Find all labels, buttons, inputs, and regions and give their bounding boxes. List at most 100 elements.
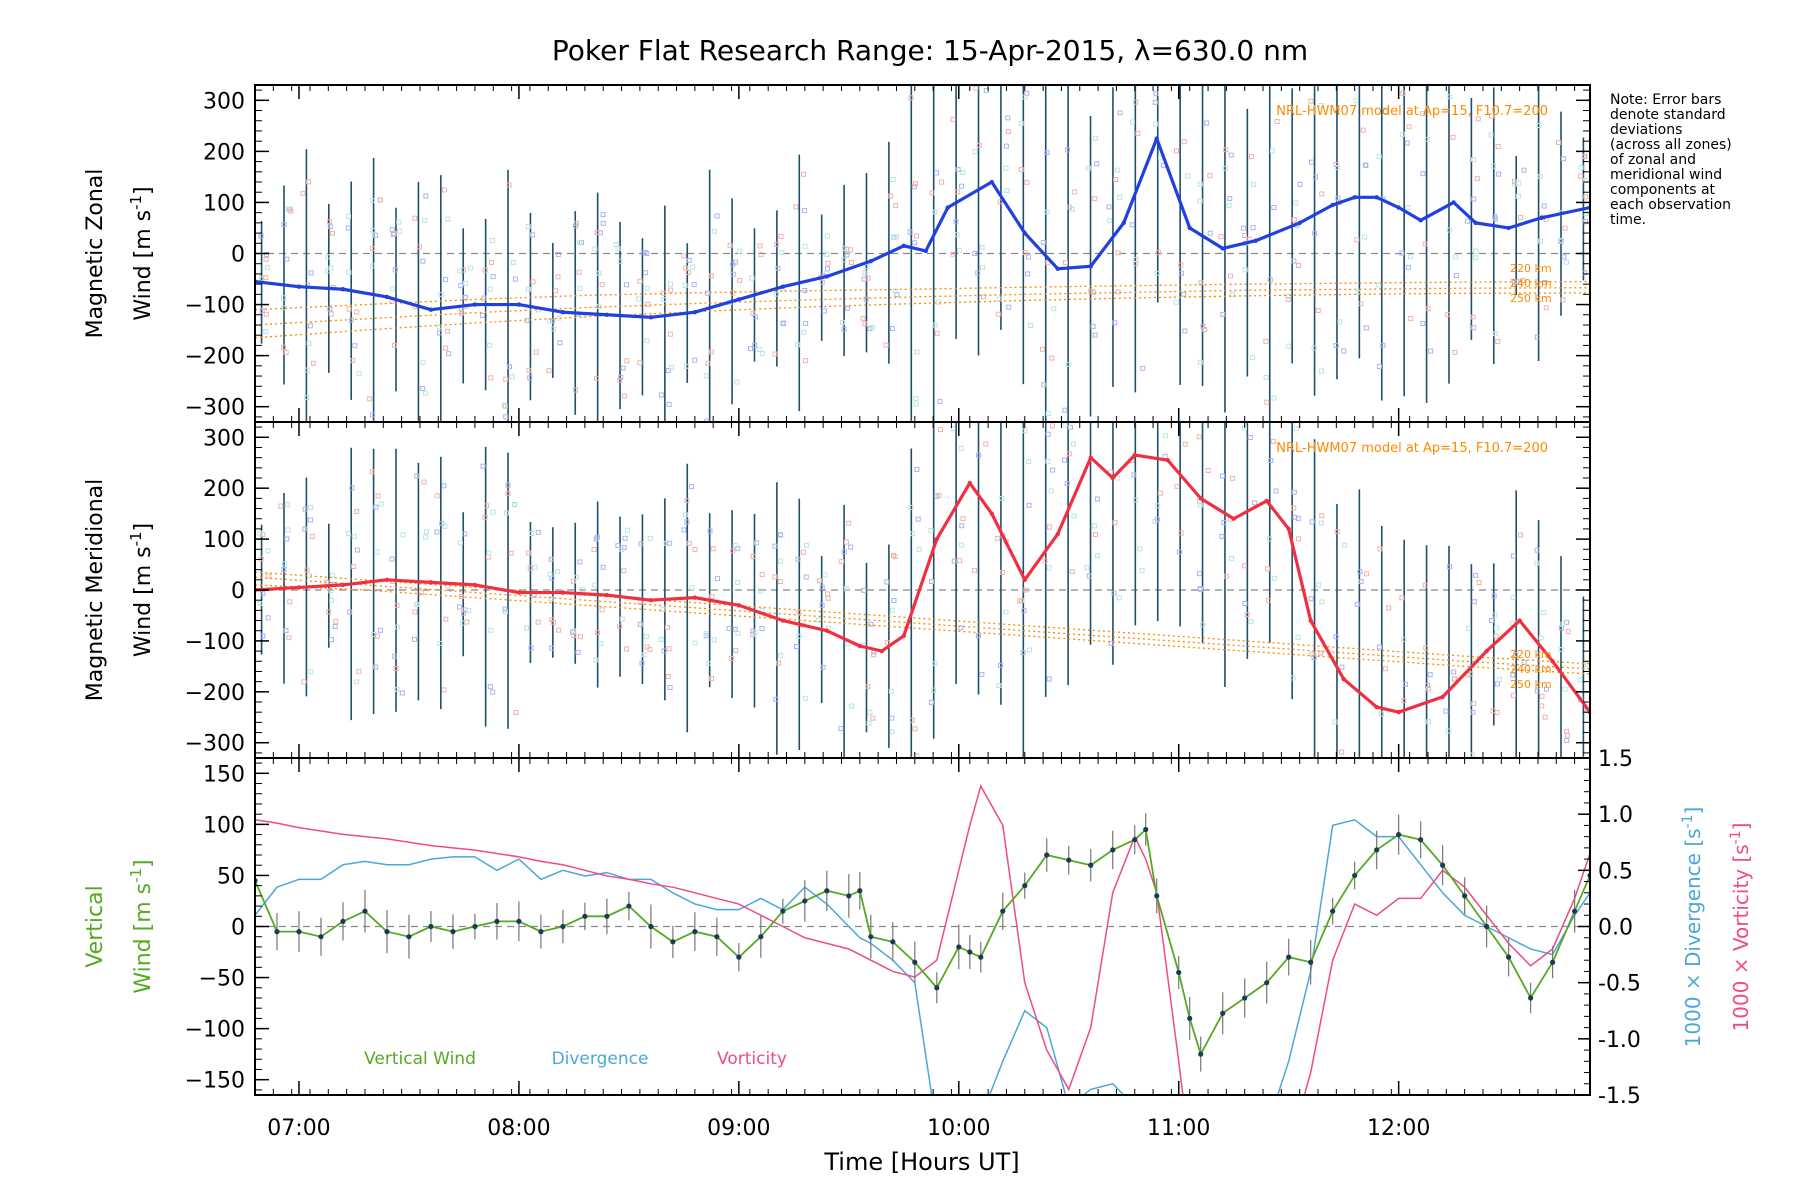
zone-point [735,546,741,552]
zone-point [1517,532,1523,538]
vertical-wind-point [1066,857,1072,863]
zone-point [1268,458,1274,464]
series-point [648,597,654,603]
zone-point [418,590,424,596]
zone-point [1339,664,1345,670]
zone-point [556,627,562,633]
zone-point [1542,714,1548,720]
zone-point [1219,473,1225,479]
zone-point [1140,380,1144,384]
vertical-wind-point [1572,908,1578,914]
zone-point [437,640,443,646]
zone-point [777,578,783,584]
zone-point [392,267,398,273]
zone-point [802,288,808,294]
zone-point [377,627,383,633]
zone-point [780,320,786,326]
zone-point [1094,161,1100,167]
zone-point [1471,701,1477,707]
zone-point [692,357,698,363]
series-point [1396,205,1401,210]
zone-point [1445,312,1451,318]
series-point [340,582,346,588]
zone-point [800,549,806,555]
zone-point [1358,579,1364,585]
series-point [1352,195,1357,200]
zone-point [1114,475,1120,481]
zone-point [533,349,539,355]
zone-point [1041,382,1047,388]
zone-point [889,607,895,613]
zone-point [1065,361,1071,367]
zone-point [390,286,396,292]
zone-point [1140,365,1146,371]
zone-point [373,504,379,510]
zone-point [750,553,756,559]
zone-point [1003,143,1009,149]
zone-point [354,679,360,685]
panel-vertical: Vertical Wind Divergence Vorticity -1.5 -1.0… [83,747,1753,1176]
zone-point [462,280,468,286]
zone-point [1095,398,1099,402]
zone-point [1022,94,1028,100]
zone-point [669,364,675,370]
zone-point [884,579,890,585]
zone-point [367,396,373,402]
zone-point [1339,749,1345,755]
zone-point [665,368,671,374]
zone-point [1133,99,1139,105]
zone-point [326,609,332,615]
zone-point [1044,209,1050,215]
zone-point [1271,204,1277,210]
zone-point [354,547,360,553]
plot-area [255,784,1590,1095]
zone-point [347,609,353,615]
zone-point [1428,53,1432,57]
zone-point [620,365,626,371]
zone-point [310,360,316,366]
zone-point [973,365,977,369]
series-point [780,618,786,623]
zone-point [960,516,966,522]
zone-point [749,275,755,281]
zone-point [1559,237,1565,243]
zone-point [1162,3,1166,7]
zone-point [1286,343,1292,349]
zone-point [592,246,598,252]
zone-point [1491,593,1497,599]
zone-point [1182,328,1188,334]
zone-point [1229,394,1233,398]
zone-point [503,376,509,382]
zone-point [1405,264,1411,270]
zone-point [1341,57,1345,61]
series-point [1374,195,1379,200]
zone-point [683,265,689,271]
y-label-line1: Vertical [83,885,108,967]
zone-point [283,349,289,355]
zone-point [778,652,784,658]
zone-point [668,287,674,293]
zone-point [1537,174,1543,180]
zone-scatter [258,3,1589,422]
zone-point [1353,98,1359,104]
zone-point [624,358,630,364]
zone-point [378,197,384,203]
series-point [1264,498,1269,504]
zone-point [304,567,310,573]
zone-point [981,294,987,300]
zone-point [457,268,463,274]
vertical-wind-point [846,893,852,899]
series-point [340,287,346,292]
zone-point [663,540,669,546]
y-tick-label: 200 [203,477,245,502]
zone-point [423,534,429,540]
zone-point [282,561,288,567]
zone-point [910,531,916,537]
zone-point [327,219,333,225]
zone-point [1292,514,1298,520]
zone-point [825,260,831,266]
zone-point [844,252,850,258]
vertical-wind-point [1176,969,1182,976]
zone-point [1308,98,1314,104]
zone-point [681,253,687,259]
